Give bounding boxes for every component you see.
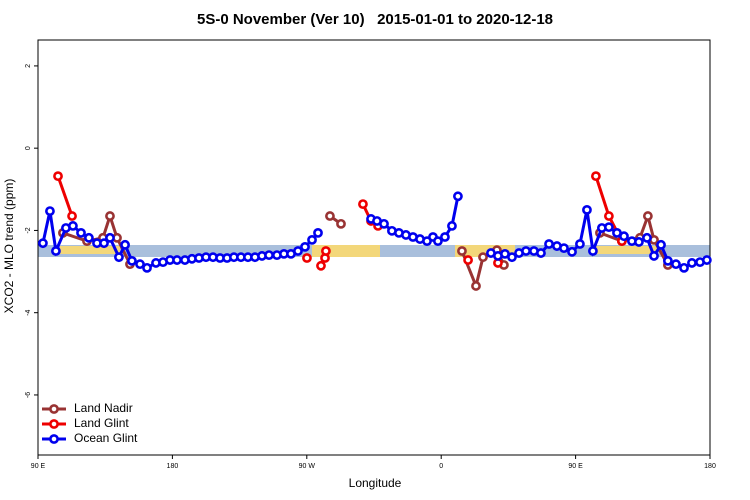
data-point [687, 258, 697, 268]
y-tick-label: 0 [25, 146, 32, 150]
plot-frame [37, 39, 711, 456]
data-point [84, 232, 94, 243]
land-strip [596, 246, 658, 254]
data-point [591, 171, 601, 182]
data-point [559, 243, 569, 254]
data-point [656, 239, 666, 250]
data-point [433, 236, 443, 247]
x-axis-label: Longitude [349, 476, 402, 490]
data-point [38, 238, 48, 249]
x-tick-label: 90 W [299, 463, 316, 470]
data-point [105, 232, 115, 243]
data-point [302, 253, 312, 263]
data-point [457, 246, 467, 256]
series-line [62, 210, 670, 291]
series [38, 191, 712, 273]
data-point [172, 255, 182, 265]
data-point [463, 255, 473, 265]
data-point [53, 171, 63, 182]
legend-marker [49, 419, 59, 429]
data-point [575, 239, 585, 249]
legend-label: Land Glint [74, 416, 129, 430]
x-tick-label: 180 [167, 463, 179, 470]
data-point [45, 206, 55, 217]
data-point [471, 281, 481, 291]
chart-title: 5S-0 November (Ver 10) 2015-01-01 to 202… [197, 11, 553, 28]
x-tick-label: 90 E [568, 463, 583, 470]
data-point [307, 234, 317, 245]
legend-label: Land Nadir [74, 401, 133, 415]
y-tick-label: 2 [25, 64, 32, 68]
data-point [99, 238, 109, 249]
data-point [379, 218, 389, 229]
data-point [51, 246, 61, 256]
data-point [536, 248, 546, 258]
y-tick-label: -6 [25, 392, 32, 398]
data-point [544, 239, 554, 249]
legend-marker [49, 404, 59, 414]
data-point [135, 259, 145, 270]
surface-strip [38, 245, 710, 257]
data-point [701, 255, 712, 265]
data-point [567, 246, 577, 257]
legend-marker [49, 434, 59, 444]
data-point [604, 222, 614, 233]
data-point [649, 251, 659, 261]
data-point [358, 199, 368, 210]
y-tick-label: -2 [25, 227, 32, 233]
data-point [507, 252, 517, 263]
data-point [67, 211, 77, 221]
data-point [114, 252, 124, 263]
data-point [313, 227, 323, 238]
data-point [662, 255, 673, 266]
data-point [68, 221, 78, 231]
land-strip [60, 246, 120, 254]
data-point [105, 211, 115, 221]
data-point [619, 231, 629, 242]
data-point [447, 221, 457, 231]
data-point [300, 241, 310, 252]
legend-label: Ocean Glint [74, 431, 138, 445]
data-point [316, 260, 326, 271]
data-point [582, 204, 592, 215]
data-point [453, 191, 463, 202]
data-point [478, 252, 488, 263]
data-point [642, 211, 653, 221]
y-axis-label: XCO2 - MLO trend (ppm) [2, 179, 16, 314]
data-point [293, 246, 303, 256]
data-point [321, 246, 331, 256]
data-point [588, 246, 598, 256]
data-point [679, 262, 689, 273]
data-point [336, 218, 346, 229]
x-tick-label: 0 [439, 463, 443, 470]
data-point [120, 239, 130, 250]
data-point [142, 262, 152, 273]
x-tick-label: 90 E [31, 463, 46, 470]
data-point [440, 232, 450, 242]
data-point [264, 250, 274, 261]
data-point [521, 246, 531, 256]
data-point [76, 227, 86, 238]
data-point [671, 259, 681, 270]
data-point [127, 255, 137, 266]
data-point [325, 211, 335, 221]
x-tick-label: 180 [704, 463, 716, 470]
y-tick-label: -4 [25, 309, 32, 315]
data-point [634, 237, 644, 247]
data-point [642, 232, 652, 243]
data-point [604, 211, 614, 221]
